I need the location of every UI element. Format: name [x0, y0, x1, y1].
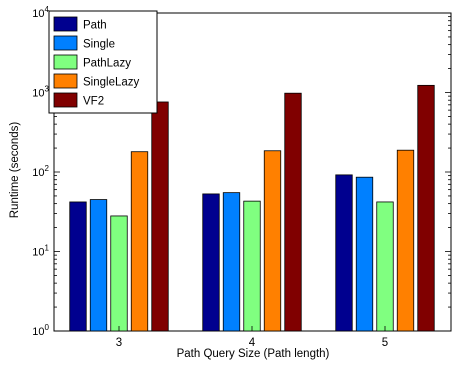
y-axis-label: Runtime (seconds)	[9, 122, 21, 219]
y-tick-label: 103	[32, 85, 49, 100]
legend-swatch-vf2	[53, 92, 78, 108]
legend-swatch-path	[53, 16, 78, 32]
bar-pathlazy-3	[110, 215, 128, 332]
legend-label-path: Path	[83, 20, 107, 32]
legend-label-singlelazy: SingleLazy	[83, 77, 140, 89]
bar-vf2-3	[151, 101, 169, 332]
bar-single-3	[89, 199, 108, 332]
legend: Path Single PathLazy SingleLazy VF2	[48, 10, 158, 114]
bar-path-4	[202, 193, 220, 332]
bar-pathlazy-4	[243, 200, 261, 332]
bar-path-3	[69, 201, 87, 332]
bar-singlelazy-4	[263, 150, 282, 332]
legend-label-vf2: VF2	[83, 96, 104, 108]
bar-single-5	[355, 176, 374, 332]
y-tick-label: 101	[32, 244, 49, 259]
bar-vf2-4	[284, 92, 302, 332]
y-tick-label: 100	[32, 323, 49, 338]
y-tick-exponent: 3	[45, 85, 50, 94]
x-tick-labels: 3 4 5	[116, 326, 388, 349]
bar-vf2-5	[417, 84, 435, 332]
y-tick-label: 102	[32, 164, 49, 179]
bar-pathlazy-5	[376, 201, 394, 332]
bar-singlelazy-3	[130, 151, 149, 332]
legend-label-single: Single	[83, 39, 115, 51]
y-tick-exponent: 4	[45, 5, 50, 14]
legend-swatch-singlelazy	[53, 73, 78, 89]
x-tick-label: 3	[116, 337, 122, 349]
bars	[69, 84, 435, 332]
y-tick-base: 10	[32, 88, 44, 100]
x-tick-label: 4	[249, 337, 256, 349]
y-tick-base: 10	[32, 326, 44, 338]
bar-path-5	[335, 174, 353, 332]
legend-label-pathlazy: PathLazy	[83, 58, 131, 70]
y-tick-exponent: 0	[45, 323, 50, 332]
y-tick-exponent: 1	[45, 244, 50, 253]
bar-singlelazy-5	[396, 149, 415, 332]
y-tick-exponent: 2	[45, 164, 50, 173]
y-tick-base: 10	[32, 8, 44, 20]
y-tick-base: 10	[32, 247, 44, 259]
legend-swatch-pathlazy	[53, 54, 78, 70]
x-axis-label: Path Query Size (Path length)	[177, 348, 330, 360]
y-tick-label: 104	[32, 5, 49, 20]
y-tick-base: 10	[32, 167, 44, 179]
legend-swatch-single	[53, 35, 78, 51]
bar-single-4	[222, 192, 241, 332]
x-tick-label: 5	[382, 337, 388, 349]
